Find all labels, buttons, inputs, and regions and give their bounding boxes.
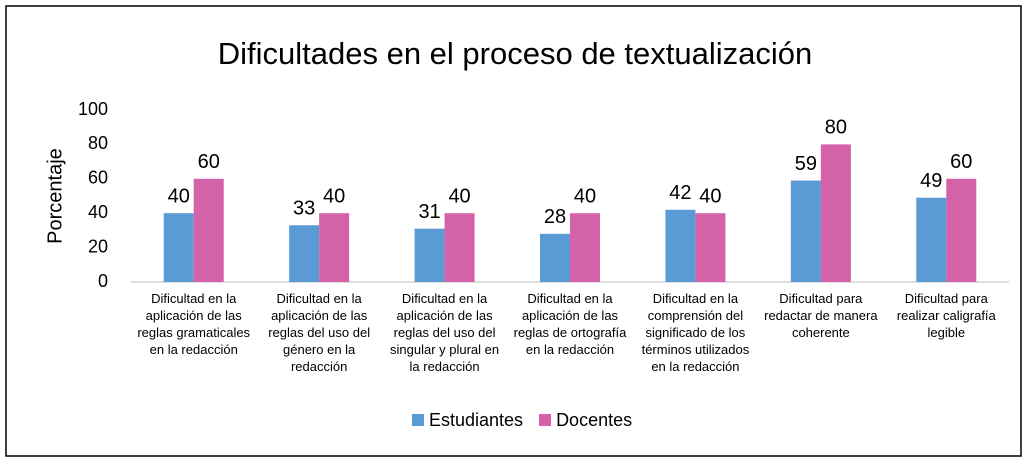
legend-swatch — [412, 414, 424, 426]
data-label: 40 — [699, 185, 721, 207]
bar — [916, 197, 947, 282]
bar — [414, 228, 445, 282]
data-label: 28 — [544, 206, 566, 228]
x-tick-label: Dificultad en la aplicación de las reglas … — [268, 291, 370, 374]
bar — [946, 178, 977, 282]
bar — [820, 144, 851, 282]
y-tick-label: 20 — [88, 236, 108, 256]
bar — [444, 213, 475, 282]
legend-label: Estudiantes — [429, 410, 523, 430]
y-tick-label: 60 — [88, 168, 108, 188]
legend-label: Docentes — [556, 410, 632, 430]
data-label: 59 — [795, 153, 817, 175]
bar — [163, 213, 194, 282]
x-tick-label: Dificultad para redactar de manera coheren… — [764, 291, 878, 340]
bar — [289, 225, 320, 282]
data-label: 40 — [168, 185, 190, 207]
data-label: 60 — [950, 151, 972, 173]
x-tick-label: Dificultad en la aplicación de las reglas … — [390, 291, 499, 374]
y-axis-label: Porcentaje — [44, 148, 66, 244]
bar — [695, 213, 726, 282]
y-tick-label: 40 — [88, 202, 108, 222]
x-tick-label: Dificultad en la aplicación de las reglas … — [137, 291, 250, 357]
data-label: 31 — [418, 201, 440, 223]
bar — [665, 209, 696, 282]
x-tick-label: Dificultad en la aplicación de las reglas … — [514, 291, 628, 357]
bar — [790, 180, 821, 282]
data-label: 40 — [448, 185, 470, 207]
data-label: 40 — [574, 185, 596, 207]
chart-title: Dificultades en el proceso de textualiza… — [218, 36, 813, 71]
data-label: 42 — [669, 182, 691, 204]
x-tick-label: Dificultad para realizar caligrafía legibl… — [897, 291, 997, 340]
chart-border — [5, 5, 1022, 457]
bar — [570, 213, 600, 282]
data-label: 60 — [198, 151, 220, 173]
bar — [193, 178, 224, 282]
bar — [540, 233, 570, 282]
y-tick-label: 100 — [78, 99, 108, 119]
x-tick-label: Dificultad en la comprensión del significa… — [642, 291, 750, 374]
data-label: 49 — [920, 170, 942, 192]
data-label: 33 — [293, 198, 315, 220]
y-tick-label: 80 — [88, 133, 108, 153]
legend-swatch — [539, 414, 552, 426]
y-tick-label: 0 — [98, 271, 108, 291]
data-label: 40 — [323, 185, 345, 207]
data-label: 80 — [825, 117, 847, 139]
bar — [319, 213, 350, 282]
